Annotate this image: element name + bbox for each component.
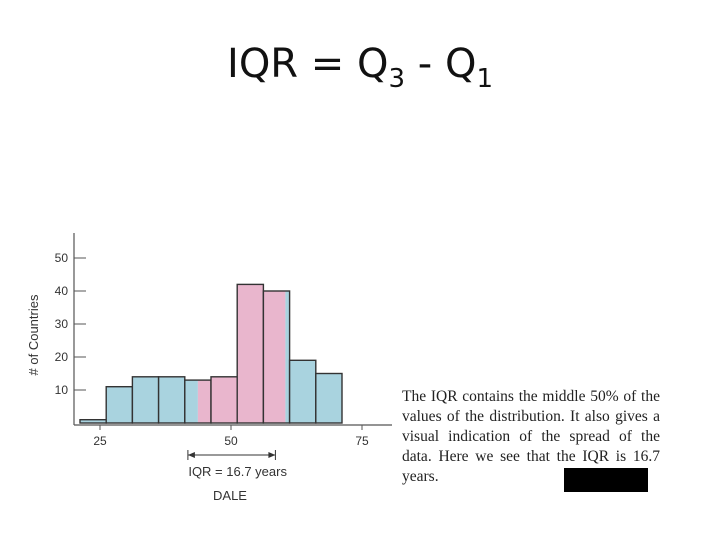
bar-fill-6-0 xyxy=(237,284,264,423)
title-mid: - Q xyxy=(405,41,477,87)
x-axis-label: DALE xyxy=(213,488,247,503)
y-tick-label-20: 20 xyxy=(55,350,69,364)
title-subscript-3: 3 xyxy=(388,64,406,94)
bar-fill-4-0 xyxy=(184,380,198,423)
histogram-chart: 10 20 30 40 50 25 50 75 IQR = 16.7 years # of C… xyxy=(26,233,392,503)
slide-title: IQR = Q3 - Q1 xyxy=(0,44,720,92)
title-base: IQR = Q xyxy=(227,41,389,87)
y-tick-label-40: 40 xyxy=(55,284,69,298)
x-tick-label-75: 75 xyxy=(355,434,369,448)
bar-fill-1-0 xyxy=(106,386,133,423)
chart-ticks: 10 20 30 40 50 25 50 75 xyxy=(55,251,369,448)
title-subscript-1: 1 xyxy=(476,64,493,94)
iqr-arrow-left xyxy=(187,452,195,458)
y-tick-label-30: 30 xyxy=(55,317,69,331)
x-tick-label-50: 50 xyxy=(224,434,238,448)
y-axis-label: # of Countries xyxy=(26,294,41,375)
bar-fill-4-1 xyxy=(197,380,211,423)
y-tick-label-10: 10 xyxy=(55,383,69,397)
x-tick-label-25: 25 xyxy=(93,434,107,448)
histogram-bar-60 xyxy=(262,290,291,424)
y-tick-label-50: 50 xyxy=(55,251,69,265)
iqr-annotation: IQR = 16.7 years xyxy=(187,450,287,479)
bar-fill-9-0 xyxy=(315,373,342,423)
bar-fill-5-0 xyxy=(211,376,238,423)
bar-fill-7-0 xyxy=(263,291,286,423)
histogram-bar-70 xyxy=(315,372,343,424)
redaction-block xyxy=(564,468,648,492)
iqr-label: IQR = 16.7 years xyxy=(188,464,287,479)
bar-fill-8-0 xyxy=(289,360,316,423)
bar-fill-2-0 xyxy=(132,376,159,423)
bar-fill-7-1 xyxy=(285,291,290,423)
caption-text: The IQR contains the middle 50% of the v… xyxy=(402,388,660,485)
bar-fill-3-0 xyxy=(158,376,185,423)
iqr-arrow-right xyxy=(268,452,276,458)
histogram-bars xyxy=(79,283,343,424)
bar-fill-0-0 xyxy=(80,419,107,423)
chart-axes xyxy=(73,233,392,426)
